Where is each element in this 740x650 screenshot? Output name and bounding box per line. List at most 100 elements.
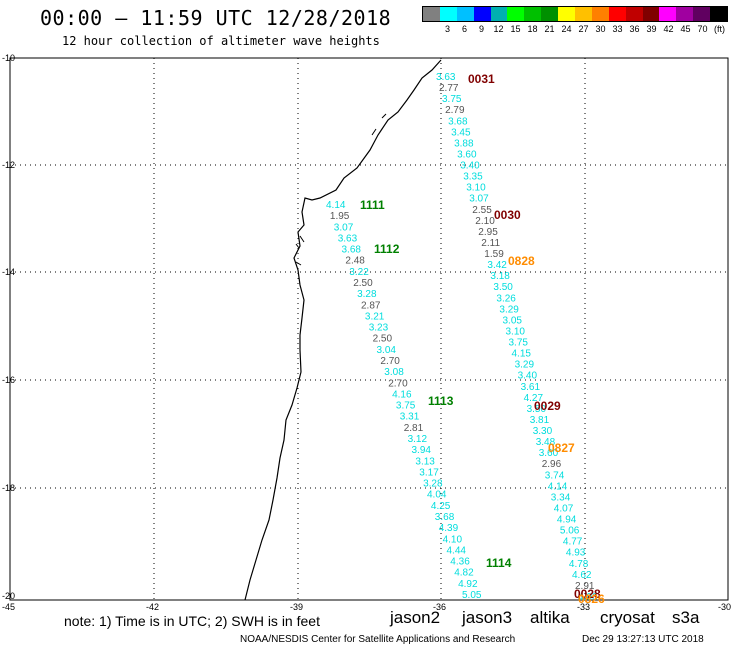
- legend-swatch: [659, 7, 677, 21]
- wave-height-label: 3.61: [521, 382, 541, 393]
- wave-height-label: 4.10: [443, 534, 463, 545]
- legend-swatch: [423, 7, 440, 21]
- pass-labels: 1111 1112 1113 1114 0031 0030 0029 0028 …: [360, 72, 605, 606]
- legend-swatch: [676, 7, 694, 21]
- coastline: [244, 59, 442, 601]
- legend-altika: altika: [530, 608, 570, 627]
- wave-height-label: 3.28: [357, 289, 377, 300]
- wave-height-label: 2.91: [575, 581, 595, 592]
- wave-height-label: 3.42: [487, 260, 507, 271]
- legend-swatch: [490, 7, 508, 21]
- wave-height-label: 3.22: [349, 267, 369, 278]
- legend-label: 39: [646, 24, 657, 34]
- wave-height-label: 4.14: [548, 481, 568, 492]
- wave-height-label: 3.88: [454, 138, 474, 149]
- lon-label-42: -42: [146, 602, 159, 612]
- wave-height-label: 5.05: [462, 590, 482, 601]
- legend-label: (ft): [714, 24, 725, 34]
- wave-height-label: 3.50: [527, 404, 547, 415]
- wave-height-label: 3.07: [334, 222, 354, 233]
- wave-height-label: 3.21: [365, 311, 385, 322]
- legend-label: 9: [478, 24, 484, 34]
- wave-height-label: 3.29: [499, 304, 519, 315]
- timestamp: Dec 29 13:27:13 UTC 2018: [582, 634, 704, 645]
- wave-height-label: 4.14: [326, 200, 346, 211]
- legend-swatch: [541, 7, 559, 21]
- wave-height-label: 4.44: [447, 545, 467, 556]
- lon-label-30: -30: [718, 602, 731, 612]
- legend-label: 18: [527, 24, 538, 34]
- legend-label: 45: [680, 24, 691, 34]
- wave-height-label: 2.87: [361, 300, 381, 311]
- legend-swatches: [422, 6, 728, 22]
- east-track: 3.632.773.752.793.683.453.883.603.403.35…: [436, 72, 598, 603]
- legend-label: 27: [578, 24, 589, 34]
- legend-labels: 3 6 9 12 15 18 21 24 27 30 33 36 39 42 45 70 (ft): [422, 24, 728, 34]
- lat-label-12: -12: [2, 160, 15, 170]
- legend-swatch: [473, 7, 491, 21]
- legend-swatch: [456, 7, 474, 21]
- wave-height-label: 4.27: [524, 393, 544, 404]
- wave-height-label: 3.48: [536, 437, 556, 448]
- wave-height-label: 3.13: [415, 456, 435, 467]
- legend-label: 36: [629, 24, 640, 34]
- wave-height-label: 2.81: [404, 423, 424, 434]
- legend-swatch: [693, 7, 711, 21]
- wave-height-label: 4.04: [427, 490, 447, 501]
- wave-height-label: 2.70: [388, 378, 408, 389]
- lon-label-45: -45: [2, 602, 15, 612]
- wave-height-label: 3.07: [469, 194, 489, 205]
- pass-0029: 0029: [534, 399, 561, 413]
- wave-height-label: 3.60: [457, 149, 477, 160]
- wave-height-label: 3.18: [490, 271, 510, 282]
- page-title: 00:00 – 11:59 UTC 12/28/2018: [40, 6, 392, 30]
- legend-swatch: [608, 7, 626, 21]
- wave-height-label: 4.07: [554, 504, 574, 515]
- graticule: [10, 58, 728, 600]
- wave-height-label: 4.39: [439, 523, 459, 534]
- pass-0827: 0827: [548, 441, 575, 455]
- wave-height-label: 3.68: [342, 245, 362, 256]
- legend-label: 42: [663, 24, 674, 34]
- wave-height-label: 3.75: [396, 401, 416, 412]
- wave-height-label: 2.48: [345, 256, 365, 267]
- wave-height-label: 3.12: [408, 434, 428, 445]
- wave-height-label: 3.08: [384, 367, 404, 378]
- wave-height-label: 4.93: [566, 548, 586, 559]
- lat-label-10: -10: [2, 53, 15, 63]
- wave-height-label: 3.63: [338, 233, 358, 244]
- wave-height-label: 3.26: [496, 293, 516, 304]
- page-subtitle: 12 hour collection of altimeter wave hei…: [62, 34, 380, 48]
- wave-height-label: 2.50: [373, 334, 393, 345]
- legend-label: 12: [493, 24, 504, 34]
- wave-height-label: 4.78: [569, 559, 589, 570]
- wave-height-label: 3.31: [400, 412, 420, 423]
- wave-height-label: 2.77: [439, 83, 459, 94]
- wave-height-label: 3.40: [518, 371, 538, 382]
- wave-height-label: 4.25: [431, 501, 451, 512]
- pass-0028: 0028: [574, 587, 601, 601]
- wave-height-label: 2.95: [478, 227, 498, 238]
- legend-label: 21: [544, 24, 555, 34]
- pass-0030: 0030: [494, 208, 521, 222]
- pass-1113: 1113: [428, 394, 454, 408]
- wave-height-label: 4.36: [450, 557, 470, 568]
- pass-0828: 0828: [508, 254, 535, 268]
- wave-height-label: 4.15: [512, 349, 532, 360]
- lon-label-33: -33: [577, 602, 590, 612]
- pass-0031: 0031: [468, 72, 495, 86]
- legend-swatch: [524, 7, 542, 21]
- lon-label-36: -36: [433, 602, 446, 612]
- lat-label-14: -14: [2, 267, 15, 277]
- wave-height-label: 4.92: [458, 579, 478, 590]
- legend-label: 24: [561, 24, 572, 34]
- wave-height-label: 1.59: [484, 249, 504, 260]
- wave-height-label: 3.45: [451, 127, 471, 138]
- wave-height-label: 1.95: [330, 211, 350, 222]
- legend-label: 15: [510, 24, 521, 34]
- wave-height-label: 2.50: [353, 278, 373, 289]
- footer-note: note: 1) Time is in UTC; 2) SWH is in fe…: [64, 613, 320, 629]
- wave-height-label: 4.06: [578, 592, 598, 603]
- wave-height-label: 2.11: [481, 238, 500, 249]
